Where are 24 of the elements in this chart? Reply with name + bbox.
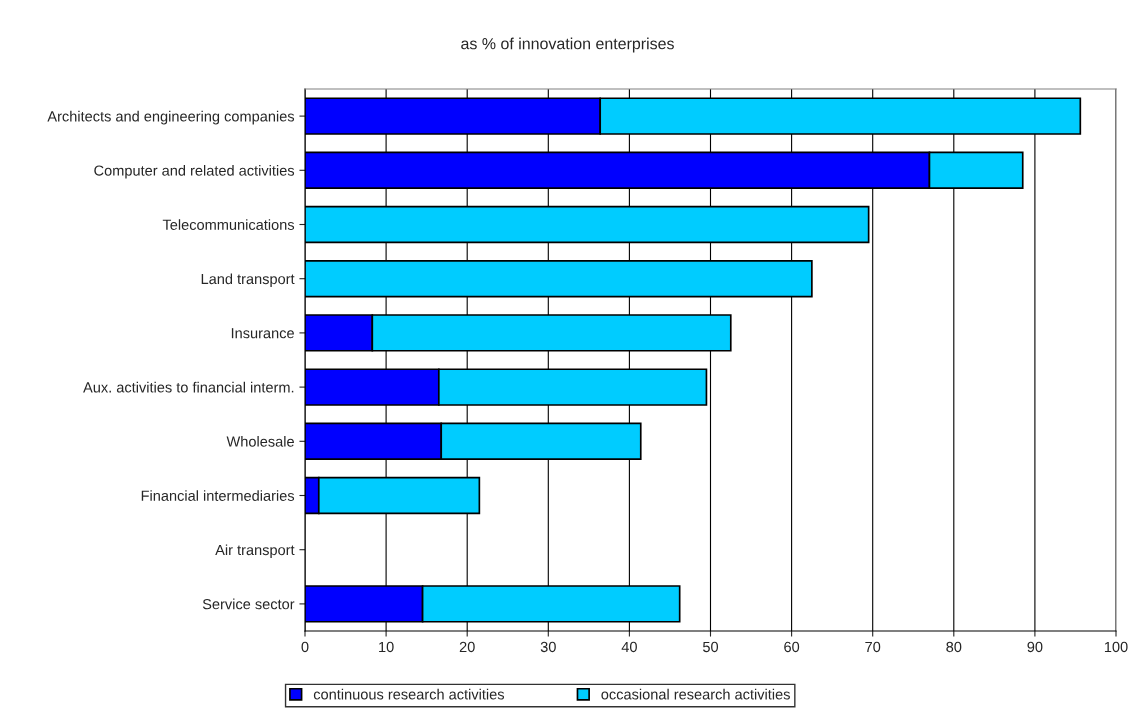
x-tick-label: 60 [784, 641, 800, 653]
x-tick-label: 10 [379, 641, 394, 653]
y-tick-label: Computer and related activities [94, 165, 295, 179]
x-tick-label: 80 [946, 641, 962, 653]
x-tick-label: 100 [1104, 641, 1128, 653]
y-tick-label: Wholesale [226, 436, 294, 447]
x-tick-label: 30 [540, 641, 556, 653]
y-tick-label: Insurance [231, 328, 294, 339]
legend-label: continuous research activities [313, 688, 505, 700]
x-tick-label: 20 [459, 641, 475, 653]
x-tick-label: 90 [1027, 641, 1043, 653]
y-tick-label: Air transport [215, 544, 295, 559]
y-tick-label: Financial intermediaries [141, 490, 295, 501]
chart-title: as % of innovation enterprises [461, 37, 674, 53]
y-tick-label: Architects and engineering companies [47, 110, 295, 125]
y-tick-label: Service sector [202, 598, 295, 610]
x-tick-label: 50 [702, 641, 719, 653]
y-tick-label: Telecommunications [162, 219, 295, 230]
x-tick-label: 40 [621, 641, 637, 653]
y-tick-label: Aux. activities to financial interm. [83, 381, 294, 393]
x-tick-label: 0 [301, 641, 309, 653]
legend-label: occasional research activities [601, 688, 790, 700]
y-tick-label: Land transport [201, 273, 295, 288]
x-tick-label: 70 [865, 641, 881, 653]
